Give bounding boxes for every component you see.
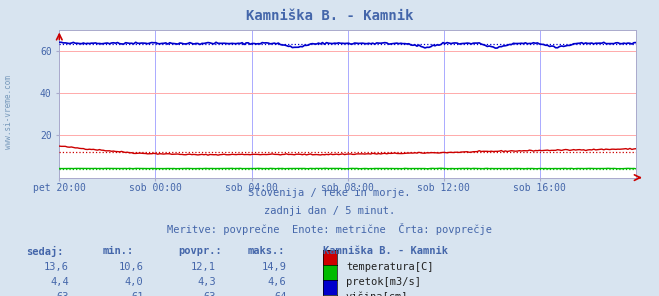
Text: Kamniška B. - Kamnik: Kamniška B. - Kamnik: [323, 246, 448, 256]
Text: 64: 64: [274, 292, 287, 296]
Text: višina[cm]: višina[cm]: [346, 292, 409, 296]
Text: povpr.:: povpr.:: [178, 246, 221, 256]
Text: 12,1: 12,1: [191, 262, 216, 272]
Text: 4,3: 4,3: [198, 277, 216, 287]
Text: Slovenija / reke in morje.: Slovenija / reke in morje.: [248, 188, 411, 198]
Text: sedaj:: sedaj:: [26, 246, 64, 257]
Text: Kamniška B. - Kamnik: Kamniška B. - Kamnik: [246, 9, 413, 23]
Text: 4,4: 4,4: [51, 277, 69, 287]
Text: 4,0: 4,0: [125, 277, 144, 287]
Text: pretok[m3/s]: pretok[m3/s]: [346, 277, 421, 287]
Text: www.si-vreme.com: www.si-vreme.com: [4, 75, 13, 149]
Text: 61: 61: [131, 292, 144, 296]
Text: 63: 63: [204, 292, 216, 296]
Text: min.:: min.:: [102, 246, 133, 256]
Text: temperatura[C]: temperatura[C]: [346, 262, 434, 272]
Text: 13,6: 13,6: [44, 262, 69, 272]
Text: Meritve: povprečne  Enote: metrične  Črta: povprečje: Meritve: povprečne Enote: metrične Črta:…: [167, 223, 492, 236]
Text: 14,9: 14,9: [262, 262, 287, 272]
Text: 4,6: 4,6: [268, 277, 287, 287]
Text: zadnji dan / 5 minut.: zadnji dan / 5 minut.: [264, 206, 395, 216]
Text: 63: 63: [57, 292, 69, 296]
Text: maks.:: maks.:: [247, 246, 285, 256]
Text: 10,6: 10,6: [119, 262, 144, 272]
